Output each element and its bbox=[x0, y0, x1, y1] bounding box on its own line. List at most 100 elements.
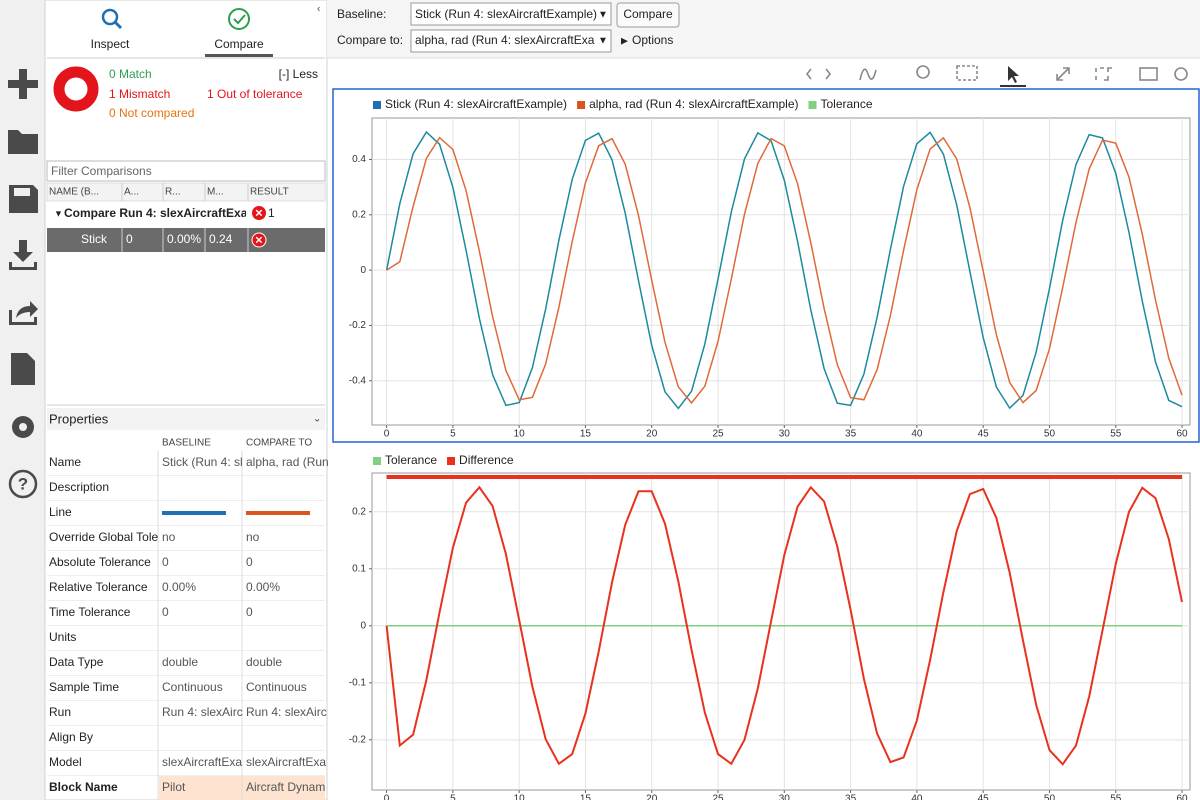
out-of-tolerance-count[interactable]: 1 Out of tolerance bbox=[207, 87, 303, 101]
zoom-box[interactable] bbox=[957, 66, 977, 80]
x-tick-label: 25 bbox=[712, 794, 724, 800]
baseline-value: Stick (Run 4: slexAircraftExample) bbox=[415, 7, 597, 21]
legend-swatch[interactable] bbox=[373, 101, 381, 109]
cursor-tool[interactable] bbox=[860, 69, 876, 80]
options-arrow[interactable]: ▶ bbox=[621, 35, 628, 45]
baseline-value: slexAircraftExa bbox=[162, 755, 242, 769]
zoom-tool[interactable] bbox=[917, 66, 929, 78]
settings-button[interactable] bbox=[1175, 68, 1187, 80]
compare-to-value: alpha, rad (Run 4: slexAircraftExa bbox=[415, 33, 595, 47]
x-tick-label: 10 bbox=[514, 794, 526, 800]
x-tick-label: 20 bbox=[646, 794, 658, 800]
x-tick-label: 0 bbox=[384, 794, 390, 800]
plot-toolbar bbox=[807, 66, 1187, 80]
property-label: Block Name bbox=[49, 780, 118, 794]
legend-label[interactable]: Stick (Run 4: slexAircraftExample) bbox=[385, 97, 567, 111]
column-header[interactable]: RESULT bbox=[250, 187, 289, 198]
legend-label[interactable]: Tolerance bbox=[820, 97, 872, 111]
y-tick-label: 0.2 bbox=[352, 209, 366, 220]
baseline-value: 0 bbox=[162, 555, 169, 569]
baseline-arrow: ▼ bbox=[598, 10, 608, 21]
x-tick-label: 25 bbox=[712, 429, 724, 440]
legend-label[interactable]: Tolerance bbox=[385, 453, 437, 467]
y-tick-label: 0.4 bbox=[352, 154, 366, 165]
property-label: Align By bbox=[49, 730, 93, 744]
report-icon[interactable] bbox=[11, 353, 35, 385]
legend-swatch[interactable] bbox=[447, 457, 455, 465]
x-tick-label: 45 bbox=[978, 429, 990, 440]
x-tick-label: 60 bbox=[1176, 429, 1188, 440]
x-tick-label: 50 bbox=[1044, 429, 1056, 440]
fit-button[interactable] bbox=[1057, 68, 1069, 80]
options-link[interactable]: Options bbox=[632, 33, 673, 47]
properties-title: Properties bbox=[49, 411, 109, 426]
y-tick-label: -0.2 bbox=[349, 734, 367, 745]
collapse-button[interactable]: ‹ bbox=[317, 4, 320, 15]
snapshot-button[interactable] bbox=[1140, 68, 1157, 80]
tab-inspect[interactable]: Inspect bbox=[91, 37, 130, 51]
column-header[interactable]: NAME (B... bbox=[49, 187, 99, 198]
tab-compare[interactable]: Compare bbox=[214, 37, 264, 51]
less-toggle[interactable]: [-] Less bbox=[279, 67, 318, 81]
compare-value: Run 4: slexAirc bbox=[246, 705, 327, 719]
compare-header: COMPARE TO bbox=[246, 438, 312, 449]
baseline-value: Continuous bbox=[162, 680, 223, 694]
row-cell: 0 bbox=[126, 232, 133, 246]
not-compared-count[interactable]: 0 Not compared bbox=[109, 106, 194, 120]
y-tick-label: -0.1 bbox=[349, 677, 367, 688]
compare-button-label: Compare bbox=[623, 7, 673, 21]
property-label: Description bbox=[49, 480, 109, 494]
x-tick-label: 5 bbox=[450, 429, 456, 440]
compare-value: slexAircraftExa bbox=[246, 755, 326, 769]
fullscreen-button[interactable] bbox=[1096, 68, 1112, 80]
legend-swatch[interactable] bbox=[808, 101, 816, 109]
property-label: Relative Tolerance bbox=[49, 580, 148, 594]
x-tick-label: 20 bbox=[646, 429, 658, 440]
column-header[interactable]: M... bbox=[207, 187, 224, 198]
y-tick-label: 0 bbox=[360, 620, 366, 631]
property-label: Run bbox=[49, 705, 71, 719]
baseline-value: Stick (Run 4: sl bbox=[162, 455, 243, 469]
y-tick-label: -0.2 bbox=[349, 320, 367, 331]
compare-to-label: Compare to: bbox=[337, 33, 403, 47]
baseline-value: no bbox=[162, 530, 176, 544]
column-header[interactable]: A... bbox=[124, 187, 139, 198]
x-tick-label: 55 bbox=[1110, 429, 1122, 440]
legend-swatch[interactable] bbox=[373, 457, 381, 465]
select-tool[interactable] bbox=[1008, 66, 1019, 83]
compare-value: no bbox=[246, 530, 260, 544]
match-count[interactable]: 0 Match bbox=[109, 67, 152, 81]
x-tick-label: 15 bbox=[580, 794, 592, 800]
mismatch-count[interactable]: 1 Mismatch bbox=[109, 87, 170, 101]
compare-value: Aircraft Dynam bbox=[246, 780, 325, 794]
y-tick-label: -0.4 bbox=[349, 375, 367, 386]
y-tick-label: 0.1 bbox=[352, 563, 366, 574]
compare-value: 0 bbox=[246, 555, 253, 569]
baseline-value: double bbox=[162, 655, 198, 669]
x-tick-label: 55 bbox=[1110, 794, 1122, 800]
property-label: Sample Time bbox=[49, 680, 119, 694]
legend-label[interactable]: alpha, rad (Run 4: slexAircraftExample) bbox=[589, 97, 798, 111]
x-tick-label: 15 bbox=[580, 429, 592, 440]
forward-button[interactable] bbox=[826, 69, 830, 79]
back-button[interactable] bbox=[807, 69, 811, 79]
group-label[interactable]: Compare Run 4: slexAircraftExa bbox=[64, 206, 248, 220]
legend-label[interactable]: Difference bbox=[459, 453, 514, 467]
compare-value: Continuous bbox=[246, 680, 307, 694]
y-tick-label: 0.2 bbox=[352, 506, 366, 517]
baseline-value: 0 bbox=[162, 605, 169, 619]
compare-value: 0 bbox=[246, 605, 253, 619]
legend-swatch[interactable] bbox=[577, 101, 585, 109]
plot-area bbox=[372, 473, 1190, 790]
side-bar bbox=[0, 0, 45, 800]
expand-arrow[interactable]: ▼ bbox=[54, 208, 63, 218]
property-label: Line bbox=[49, 505, 72, 519]
properties-collapse[interactable]: ⌄ bbox=[313, 414, 321, 425]
x-tick-label: 5 bbox=[450, 794, 456, 800]
column-header[interactable]: R... bbox=[165, 187, 181, 198]
row-cell: Stick bbox=[81, 232, 108, 246]
baseline-value: 0.00% bbox=[162, 580, 196, 594]
x-tick-label: 35 bbox=[845, 794, 857, 800]
property-label: Units bbox=[49, 630, 76, 644]
